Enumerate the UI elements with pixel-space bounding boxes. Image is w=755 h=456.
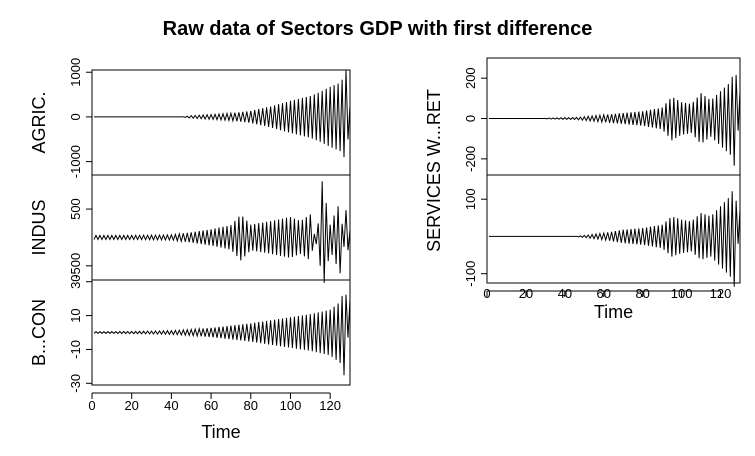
y-tick-label: 10 [68, 308, 83, 322]
x-tick-label: 0 [88, 398, 95, 413]
panel-frame [486, 174, 741, 284]
x-tick-label: 0 [483, 286, 490, 301]
y-tick-label: 30 [68, 274, 83, 288]
x-tick-label: 80 [244, 398, 258, 413]
y-tick-label: 1000 [68, 58, 83, 87]
x-tick-label: 20 [124, 398, 138, 413]
y-tick-label: -100 [463, 261, 478, 287]
x-tick-label: 60 [597, 286, 611, 301]
plot-layer: -100001000AGRIC.-500500INDUS-30-101030B.… [29, 57, 741, 442]
y-tick-label: -500 [68, 253, 83, 279]
shared-ylabel: SERVICES W...RET [424, 89, 444, 252]
x-axis-label: Time [201, 422, 240, 442]
y-tick-label: 200 [463, 67, 478, 89]
y-tick-label: -200 [463, 146, 478, 172]
y-tick-label: 500 [68, 198, 83, 220]
x-tick-label: 20 [519, 286, 533, 301]
y-tick-label: 100 [463, 188, 478, 210]
x-tick-label: 100 [671, 286, 693, 301]
x-tick-label: 120 [710, 286, 732, 301]
series-line [93, 294, 351, 376]
y-tick-label: 0 [463, 115, 478, 122]
panel-frame [91, 279, 351, 386]
chart-title: Raw data of Sectors GDP with first diffe… [162, 18, 593, 40]
x-tick-label: 60 [204, 398, 218, 413]
series-line [488, 74, 741, 166]
x-tick-label: 80 [635, 286, 649, 301]
series-line [93, 181, 351, 283]
x-axis-label: Time [594, 302, 633, 322]
panel-ylabel: B...CON [29, 299, 49, 366]
x-tick-label: 40 [558, 286, 572, 301]
x-tick-label: 40 [164, 398, 178, 413]
series-line [94, 70, 351, 158]
series-line [488, 191, 741, 287]
y-tick-label: 0 [68, 113, 83, 120]
x-tick-label: 120 [319, 398, 341, 413]
y-tick-label: -30 [68, 374, 83, 393]
x-tick-label: 100 [280, 398, 302, 413]
panel-ylabel: INDUS [29, 199, 49, 255]
y-tick-label: -10 [68, 340, 83, 359]
y-tick-label: -1000 [68, 145, 83, 178]
panel-ylabel: AGRIC. [29, 91, 49, 153]
